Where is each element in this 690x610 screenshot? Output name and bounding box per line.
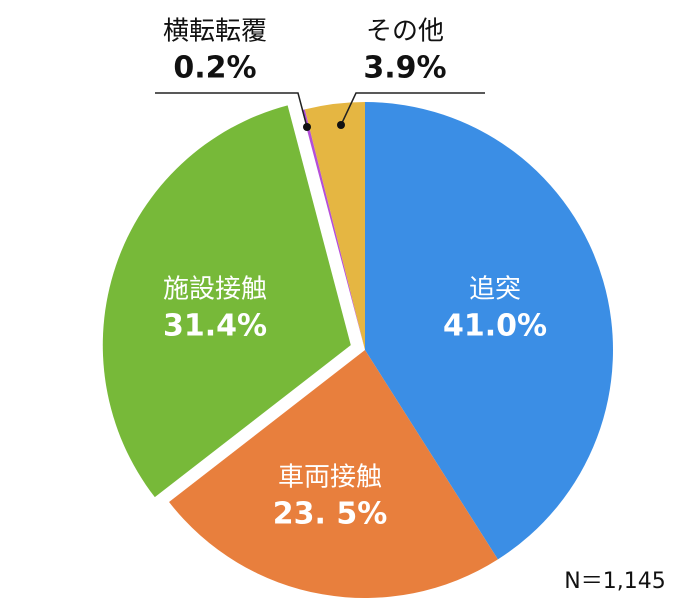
pie: 追突 41.0% 車両接触 23. 5% 施設接触 31.4% 横転転覆 0.2% その他 3.9… bbox=[102, 17, 613, 598]
pie-slice bbox=[102, 105, 351, 498]
leader-dot bbox=[337, 121, 345, 129]
annotation: N＝1,145 bbox=[564, 569, 665, 594]
pie-slice bbox=[304, 102, 365, 350]
value-label: 3.9% bbox=[363, 51, 446, 86]
slice-label: 追突 bbox=[469, 275, 521, 305]
leader-dot bbox=[303, 123, 311, 131]
slice-label: その他 bbox=[366, 17, 444, 47]
pie-slice bbox=[301, 109, 365, 351]
value-label: 0.2% bbox=[173, 51, 256, 86]
leader-lines bbox=[155, 92, 485, 128]
slice-label: 車両接触 bbox=[278, 463, 382, 493]
value-label: 23. 5% bbox=[273, 497, 388, 532]
pie-slice bbox=[169, 350, 498, 598]
value-label: 31.4% bbox=[163, 309, 267, 344]
value-label: 41.0% bbox=[443, 309, 547, 344]
slice-label: 横転転覆 bbox=[163, 17, 267, 47]
pie-slice bbox=[365, 102, 613, 560]
slice-label: 施設接触 bbox=[163, 275, 267, 305]
